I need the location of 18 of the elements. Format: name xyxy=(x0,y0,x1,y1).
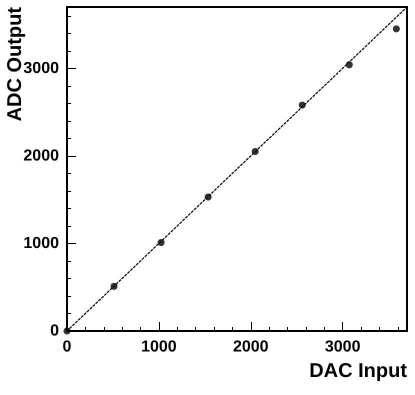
point xyxy=(392,25,400,32)
point xyxy=(252,148,259,155)
y-tick-label: 0 xyxy=(50,322,60,340)
point xyxy=(64,328,70,334)
x-tick-label: 0 xyxy=(62,338,72,356)
point xyxy=(346,61,353,68)
x-tick-label: 3000 xyxy=(324,338,361,356)
point xyxy=(298,102,306,109)
point xyxy=(204,194,212,201)
point xyxy=(158,239,165,246)
x-tick-label: 1000 xyxy=(141,338,177,356)
y-axis-title: ADC Output xyxy=(4,6,26,122)
x-axis-title: DAC Input xyxy=(309,360,408,382)
y-tick-label: 3000 xyxy=(23,60,60,77)
y-tick-label: 2000 xyxy=(23,147,60,164)
y-tick-label: 1000 xyxy=(23,234,60,252)
x-tick-label: 2000 xyxy=(232,338,269,356)
point xyxy=(110,282,118,290)
